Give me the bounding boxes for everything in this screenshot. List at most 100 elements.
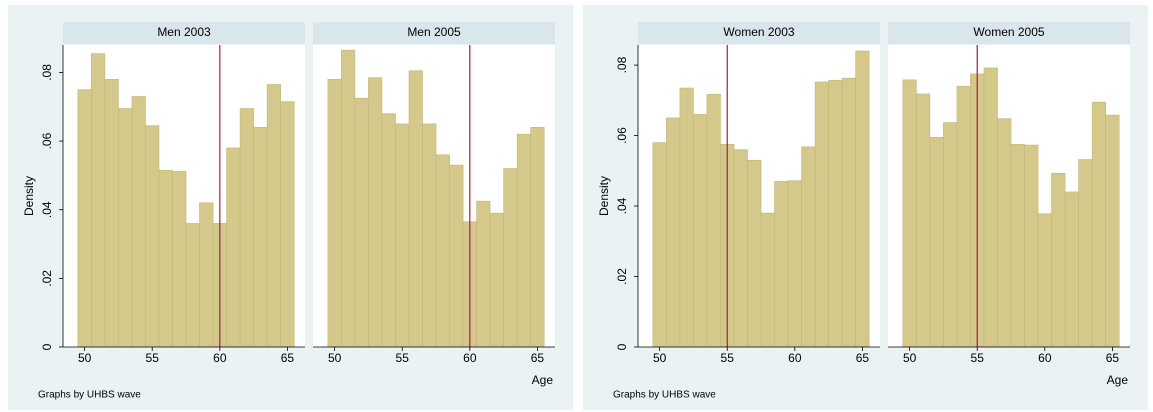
- bar: [530, 127, 545, 348]
- x-tick-label: 65: [856, 351, 870, 365]
- bar: [131, 96, 146, 348]
- bar: [706, 94, 721, 348]
- bar: [239, 108, 254, 348]
- bar: [693, 114, 708, 348]
- panel-strip: [888, 22, 1130, 44]
- bar: [476, 200, 491, 348]
- y-tick-label: 0: [615, 343, 629, 350]
- bar: [1024, 144, 1039, 348]
- y-tick-label: .06: [40, 132, 54, 149]
- x-tick-label: 55: [971, 351, 985, 365]
- panel-strip: [313, 22, 555, 44]
- bar: [841, 77, 856, 348]
- bar: [91, 53, 106, 348]
- bar: [185, 223, 200, 348]
- bar: [368, 77, 383, 348]
- y-tick-label: .06: [615, 127, 629, 144]
- bar: [760, 212, 775, 348]
- bar: [435, 154, 450, 348]
- bar: [172, 170, 187, 348]
- bar: [855, 50, 870, 348]
- bar: [341, 49, 356, 348]
- x-tick-label: 55: [396, 351, 410, 365]
- bar: [916, 93, 931, 348]
- x-axis-label: Age: [532, 373, 554, 387]
- x-tick-label: 60: [1038, 351, 1052, 365]
- bar: [774, 181, 789, 348]
- bar: [77, 89, 92, 348]
- y-axis-label: Density: [597, 176, 611, 216]
- bar: [503, 168, 518, 348]
- x-tick-label: 65: [531, 351, 545, 365]
- bar: [266, 84, 281, 348]
- bar: [828, 79, 843, 348]
- panel-title: Men 2003: [157, 25, 211, 39]
- panel-title: Women 2005: [973, 25, 1044, 39]
- bar: [104, 79, 119, 348]
- panel-title: Men 2005: [407, 25, 461, 39]
- y-tick-label: 0: [40, 343, 54, 350]
- bar: [733, 149, 748, 348]
- bar: [747, 159, 762, 348]
- x-tick-label: 50: [78, 351, 92, 365]
- bar: [1064, 191, 1079, 348]
- bar: [997, 118, 1012, 348]
- bar: [158, 169, 173, 348]
- panel-strip: [638, 22, 880, 44]
- bar: [422, 123, 437, 348]
- bar: [1051, 172, 1066, 348]
- bar: [652, 142, 667, 348]
- x-tick-label: 50: [903, 351, 917, 365]
- bar: [801, 146, 816, 348]
- bar: [929, 137, 944, 348]
- bar: [253, 127, 268, 348]
- bar: [516, 133, 531, 348]
- bar: [943, 122, 958, 348]
- x-tick-label: 60: [788, 351, 802, 365]
- bar: [1091, 101, 1106, 348]
- x-tick-label: 65: [281, 351, 295, 365]
- bar: [199, 202, 214, 348]
- bar: [1010, 144, 1025, 348]
- x-tick-label: 55: [721, 351, 735, 365]
- bar: [449, 164, 464, 348]
- panel-title: Women 2003: [723, 25, 794, 39]
- bar: [226, 147, 241, 348]
- bar: [679, 87, 694, 348]
- bar: [666, 117, 681, 348]
- bar: [956, 85, 971, 348]
- bar: [489, 212, 504, 348]
- bar: [118, 108, 133, 348]
- bar: [814, 81, 829, 348]
- bar: [381, 113, 396, 348]
- bar: [787, 180, 802, 348]
- bar: [145, 125, 160, 348]
- x-tick-label: 65: [1106, 351, 1120, 365]
- bar: [354, 97, 369, 348]
- note: Graphs by UHBS wave: [613, 390, 716, 401]
- bar: [902, 79, 917, 348]
- y-tick-label: .04: [615, 197, 629, 214]
- bar: [327, 79, 342, 348]
- bar: [1105, 114, 1120, 348]
- y-axis-label: Density: [22, 176, 36, 216]
- x-tick-label: 55: [146, 351, 160, 365]
- panel-strip: [63, 22, 305, 44]
- y-tick-label: .08: [615, 56, 629, 73]
- bar: [1078, 159, 1093, 348]
- y-tick-label: .02: [615, 268, 629, 285]
- x-tick-label: 60: [463, 351, 477, 365]
- bar: [395, 123, 410, 348]
- note: Graphs by UHBS wave: [38, 390, 141, 401]
- x-axis-label: Age: [1107, 373, 1129, 387]
- x-tick-label: 50: [653, 351, 667, 365]
- bar: [983, 67, 998, 348]
- y-tick-label: .02: [40, 270, 54, 287]
- bar: [408, 70, 423, 348]
- y-tick-label: .04: [40, 201, 54, 218]
- y-tick-label: .08: [40, 64, 54, 81]
- x-tick-label: 50: [328, 351, 342, 365]
- x-tick-label: 60: [213, 351, 227, 365]
- bar: [1037, 213, 1052, 348]
